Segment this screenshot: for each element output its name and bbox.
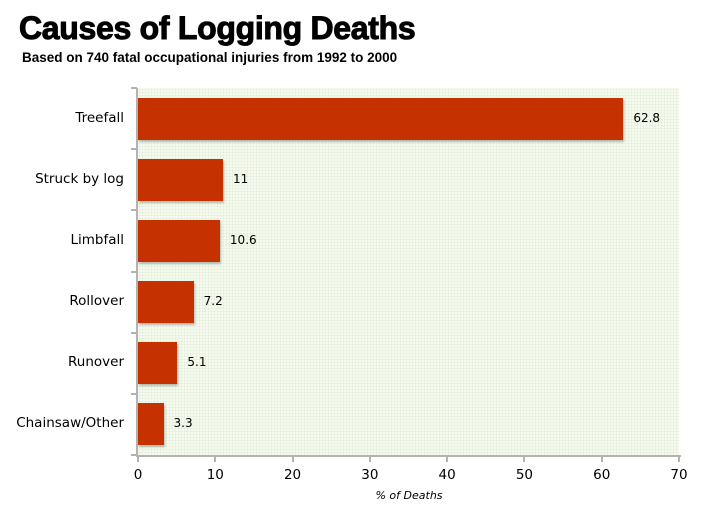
x-tick-label: 30 [361,467,379,483]
category-label: Rollover [69,293,124,310]
x-tick-label: 50 [515,467,534,483]
y-tick [131,270,137,273]
x-axis-line [136,455,681,457]
bar-value-label: 3.3 [173,416,193,431]
x-tick-label: 60 [593,467,611,483]
bar [138,158,223,201]
bar [138,219,220,262]
y-tick [131,209,137,212]
x-tick [523,455,526,462]
bar [138,97,624,140]
x-tick-label: 10 [206,467,224,483]
bar-value-label: 7.2 [203,294,223,309]
category-label: Chainsaw/Other [16,415,124,432]
y-tick [131,331,137,334]
plot-area [138,88,679,455]
chart-title: Causes of Logging Deaths [18,10,416,47]
x-tick [214,455,217,462]
y-tick [131,392,137,395]
category-label: Struck by log [35,170,124,187]
category-label: Limbfall [70,231,124,248]
y-tick [131,87,137,89]
x-tick [600,455,603,462]
x-axis-title: % of Deaths [375,489,443,502]
y-tick [131,454,137,456]
x-tick [446,455,449,462]
bar [138,281,194,324]
x-tick-label: 20 [283,467,302,483]
x-tick [678,455,680,462]
bar-value-label: 5.1 [187,355,207,370]
x-tick [291,455,294,462]
x-tick-label: 40 [438,467,456,483]
x-tick [137,455,139,462]
x-tick-label: 70 [670,467,688,483]
y-tick [131,148,137,151]
chart-subtitle: Based on 740 fatal occupational injuries… [22,50,398,65]
bar [138,342,178,385]
y-axis-line [136,88,138,457]
x-tick-label: 0 [133,467,143,483]
bar [138,403,164,446]
category-label: Treefall [75,109,124,126]
x-tick [368,455,371,462]
bar-value-label: 11 [233,171,249,186]
category-label: Runover [68,354,124,371]
bar-value-label: 62.8 [633,110,661,125]
bar-value-label: 10.6 [229,232,257,247]
